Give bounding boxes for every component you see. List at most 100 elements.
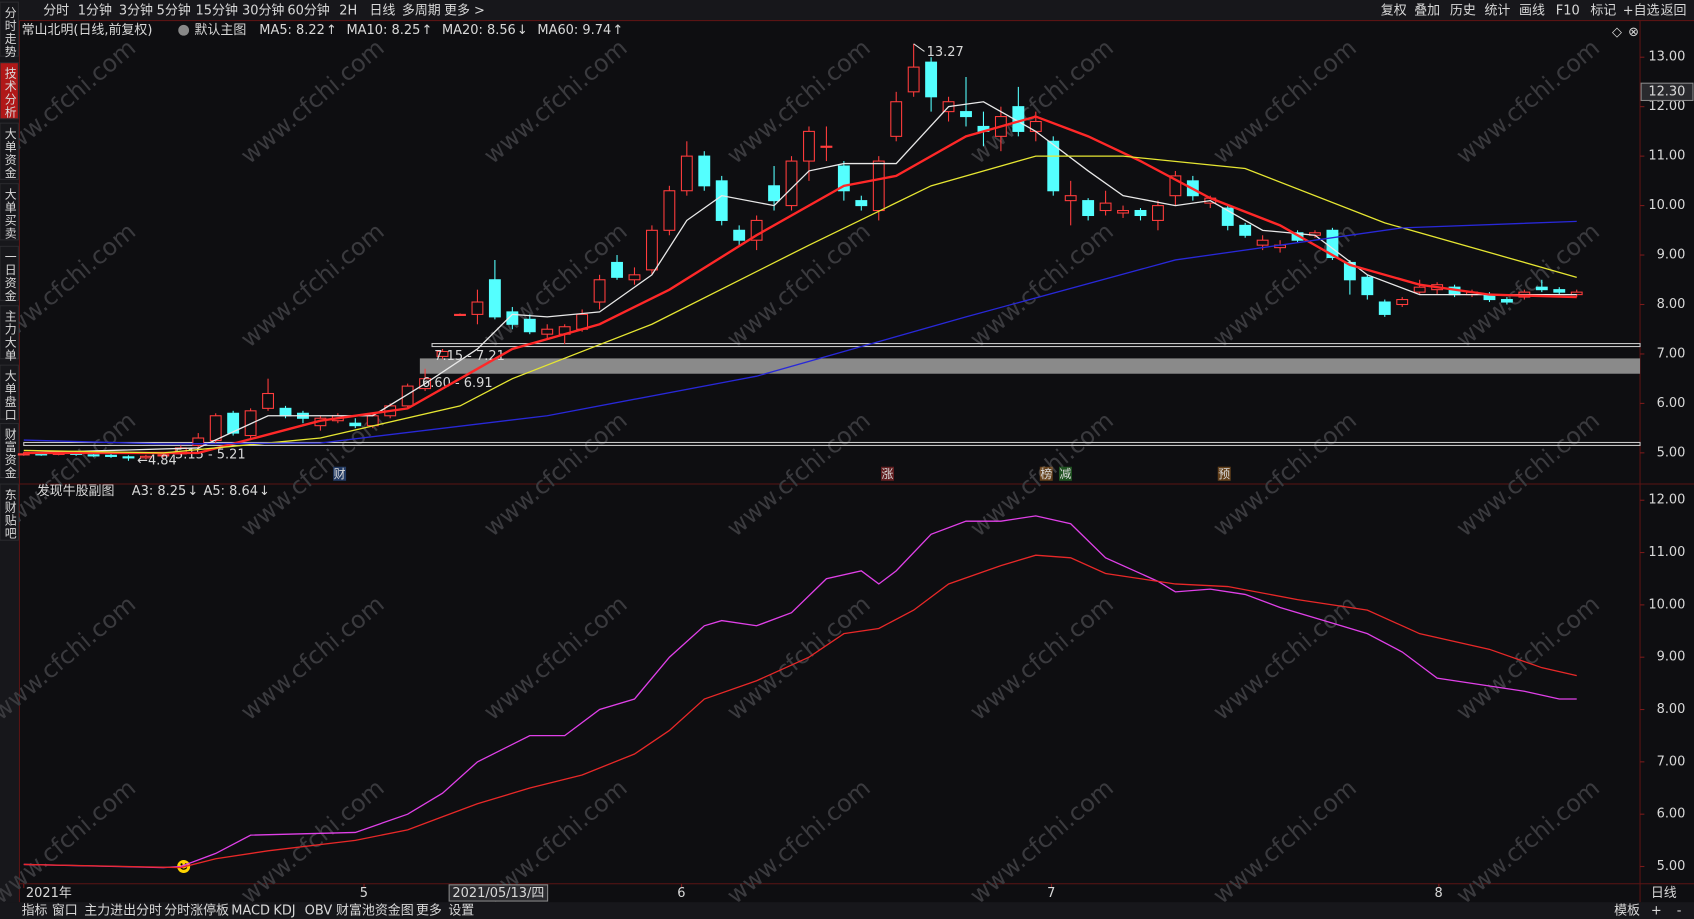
sidebar-tab-label[interactable]: 技术分析 (3, 67, 17, 119)
sidebar-tab-label[interactable]: 大单资金 (3, 127, 17, 179)
sidebar-tab[interactable] (0, 364, 19, 420)
sidebar-tab[interactable] (0, 422, 19, 479)
bottom-tab[interactable]: 窗口 (52, 902, 78, 918)
event-marker (333, 466, 347, 481)
y-tick-label: 13.00 (1648, 50, 1685, 65)
indicator-line (23, 155, 1577, 454)
candle-body (105, 454, 117, 457)
tool-button[interactable]: 标记 (1590, 3, 1616, 18)
candle-body (436, 350, 449, 357)
candle-body (645, 229, 658, 271)
bottom-tab[interactable]: OBV (305, 903, 333, 918)
legend-entry: MA20: 8.56 (442, 23, 516, 38)
bottom-tab[interactable]: 分时涨停板 (164, 902, 229, 918)
event-label[interactable]: 涨 (882, 467, 894, 481)
candle-body (803, 130, 815, 162)
period-tab[interactable]: 5分钟 (157, 2, 191, 18)
y-tick-label: 6.00 (1657, 807, 1686, 822)
y-tick-label: 12.00 (1648, 493, 1685, 508)
bottom-tab[interactable]: 指标 (22, 903, 48, 918)
period-tab[interactable]: 更多 > (444, 3, 485, 18)
candle-body (628, 274, 641, 281)
period-tab[interactable]: 多周期 (402, 3, 441, 18)
candle-body (1239, 224, 1252, 236)
legend-entry: MA5: 8.22 (259, 23, 325, 38)
sidebar-tab-label[interactable]: 主力大单 (3, 310, 17, 362)
bottom-tab[interactable]: MACD (231, 903, 270, 918)
sidebar-tab-label[interactable]: 大单盘口 (3, 369, 17, 421)
candle-body (401, 385, 414, 407)
candle-body (663, 190, 676, 231)
sidebar-tab[interactable] (0, 245, 19, 301)
bottom-right-button[interactable]: + (1651, 903, 1662, 918)
candle-body (960, 111, 972, 118)
candle-body (139, 455, 152, 459)
legend-trend: ↓ (187, 484, 198, 499)
bottom-right-button[interactable]: - (1677, 903, 1682, 918)
tool-button[interactable]: F10 (1556, 3, 1580, 18)
legend-entry: MA10: 8.25 (347, 23, 421, 38)
sidebar-tab[interactable] (0, 122, 19, 180)
period-tab[interactable]: 2H (339, 3, 357, 18)
sidebar-tab[interactable] (0, 483, 19, 541)
settings-icon[interactable] (178, 24, 190, 36)
x-tick-label: 7 (1047, 886, 1055, 901)
x-tick-label: 5 (360, 886, 368, 901)
sidebar-tab-label[interactable]: 分时走势 (3, 6, 17, 58)
event-label[interactable]: 财 (334, 467, 346, 481)
bottom-tab[interactable]: 主力进出分时 (84, 903, 162, 918)
bottom-tab[interactable]: KDJ (273, 903, 295, 918)
period-tab[interactable]: 日线 (369, 3, 395, 18)
candle-body (506, 311, 519, 325)
period-tab[interactable]: 30分钟 (242, 2, 284, 18)
candle-body (279, 407, 292, 417)
period-label: 日线 (1651, 886, 1677, 901)
tool-button[interactable]: 复权 (1381, 2, 1407, 18)
period-tab[interactable]: 1分钟 (78, 2, 112, 18)
y-tick-label: 9.00 (1657, 650, 1686, 665)
event-marker (881, 466, 894, 481)
event-label[interactable]: 减 (1060, 467, 1072, 481)
legend-trend: ↑ (612, 23, 623, 38)
sidebar-tab-label[interactable]: 一日资金 (3, 251, 17, 303)
candle-body (1169, 175, 1182, 197)
sidebar-tab-label[interactable]: 财富资金 (3, 427, 17, 479)
event-label[interactable]: 预 (1218, 467, 1230, 481)
candle-body (1535, 286, 1548, 291)
bottom-tab[interactable]: 设置 (448, 903, 474, 918)
period-tab[interactable]: 3分钟 (119, 2, 153, 18)
cursor-date-box (448, 884, 549, 902)
sidebar-tab[interactable] (0, 1, 19, 57)
candle-body (1500, 299, 1513, 303)
sidebar-tab[interactable] (0, 62, 19, 120)
period-tab[interactable]: 分时 (43, 3, 69, 18)
tool-button[interactable]: 叠加 (1414, 3, 1440, 18)
tool-button[interactable]: +自选 (1623, 3, 1660, 18)
x-tick-label: 2021年 (26, 886, 72, 901)
tool-button[interactable]: 统计 (1484, 3, 1510, 18)
panel-icon[interactable]: ◇ (1612, 25, 1622, 40)
event-label[interactable]: 榜 (1040, 467, 1052, 481)
bottom-tab[interactable]: 更多 (416, 903, 442, 918)
panel-icon[interactable]: ⊗ (1628, 25, 1639, 40)
candle-body (122, 456, 135, 459)
candle-body (750, 219, 763, 241)
candle-body (454, 313, 466, 317)
bottom-tab[interactable]: 财富池资金图 (336, 902, 414, 918)
period-tab[interactable]: 60分钟 (287, 2, 329, 18)
sidebar-tab[interactable] (0, 305, 19, 360)
candle-body (785, 160, 798, 207)
sidebar-tab-label[interactable]: 东财贴吧 (3, 488, 17, 540)
tool-button[interactable]: 返回 (1661, 3, 1687, 18)
sidebar-tab[interactable] (0, 183, 19, 241)
x-tick-label: 6 (677, 886, 685, 901)
period-tab[interactable]: 15分钟 (196, 2, 238, 18)
sidebar-tab-label[interactable]: 大单买卖 (3, 187, 17, 239)
candle-body (611, 261, 623, 278)
candle-body (541, 328, 554, 335)
support-zone (23, 441, 1641, 446)
bottom-right-button[interactable]: 模板 (1614, 903, 1640, 918)
indicator-line (23, 101, 1577, 454)
tool-button[interactable]: 历史 (1450, 3, 1476, 18)
tool-button[interactable]: 画线 (1519, 3, 1545, 18)
